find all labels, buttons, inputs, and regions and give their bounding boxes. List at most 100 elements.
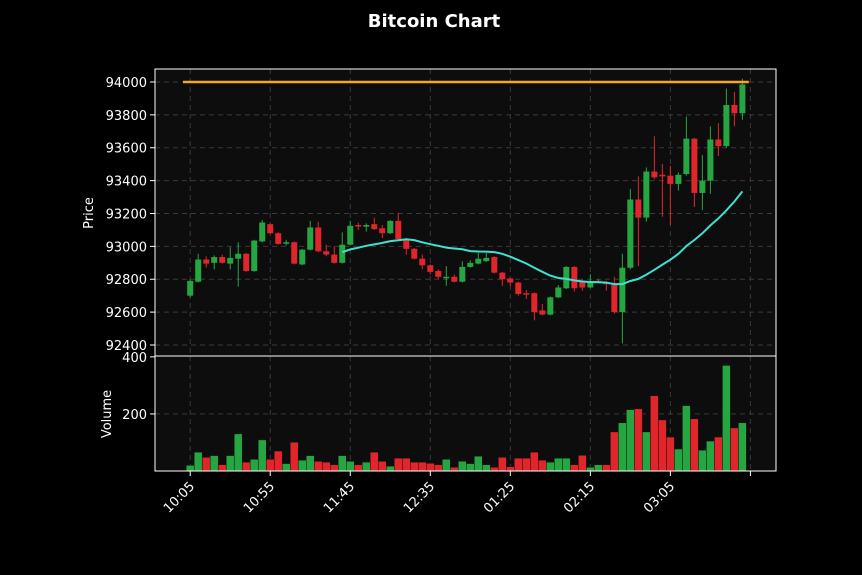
- candle-body: [275, 233, 282, 244]
- price-tick-label: 92400: [106, 339, 147, 354]
- volume-bar: [586, 467, 595, 472]
- plot-layer: 10:05 10:55 11:45 12:35 01:25 02:15 03:0592400…: [106, 68, 777, 516]
- candle-body: [411, 248, 418, 259]
- candle-body: [715, 139, 722, 147]
- price-tick-label: 93200: [106, 207, 147, 222]
- volume-bar: [273, 450, 283, 472]
- moving-average-line: [341, 190, 744, 286]
- candle-body: [523, 293, 530, 295]
- volume-bar: [666, 436, 675, 472]
- volume-bar: [249, 459, 259, 472]
- candle-body: [659, 174, 666, 177]
- price-tick-label: 93000: [106, 240, 147, 255]
- candle-body: [259, 222, 266, 242]
- price-tick-label: 93800: [106, 109, 147, 124]
- volume-bar: [297, 459, 307, 472]
- candle-body: [483, 257, 490, 262]
- volume-bar: [322, 461, 331, 472]
- volume-bar: [658, 419, 667, 472]
- volume-bar: [458, 461, 467, 472]
- volume-bar: [386, 465, 395, 472]
- price-panel-background: [155, 69, 776, 356]
- candle-body: [731, 104, 738, 114]
- candle-body: [395, 220, 402, 239]
- volume-bar: [594, 464, 603, 472]
- volume-bar: [466, 463, 475, 472]
- volume-bar: [362, 461, 371, 472]
- candle-body: [475, 258, 482, 264]
- volume-bar: [738, 422, 747, 472]
- candle-body: [435, 271, 442, 277]
- candle-body: [315, 227, 322, 252]
- candle-body: [507, 278, 514, 283]
- candle-body: [555, 287, 562, 298]
- volume-bar: [522, 457, 531, 472]
- volume-bar: [578, 455, 587, 472]
- candle-body: [379, 228, 386, 234]
- volume-bar: [602, 464, 611, 472]
- volume-bar: [554, 457, 563, 472]
- volume-bar: [306, 455, 315, 472]
- candle-body: [371, 224, 378, 230]
- price-tick-label: 92800: [106, 273, 147, 288]
- volume-bar: [682, 405, 691, 472]
- candle-body: [387, 220, 394, 234]
- volume-bar: [642, 431, 651, 472]
- price-tick-label: 93400: [106, 175, 147, 190]
- candle-body: [547, 297, 554, 315]
- candle-body: [467, 262, 474, 267]
- volume-bar: [570, 464, 579, 472]
- price-axis-label: Price: [82, 197, 97, 229]
- candle-body: [627, 199, 634, 268]
- candle-body: [651, 171, 658, 178]
- volume-bar: [626, 409, 635, 472]
- candle-body: [611, 283, 618, 313]
- candle-body: [571, 266, 578, 289]
- volume-bar: [185, 465, 195, 472]
- candle-body: [403, 238, 410, 249]
- candle-body: [579, 281, 586, 288]
- volume-bar: [217, 464, 227, 472]
- volume-bar: [546, 461, 555, 472]
- volume-tick-label: 200: [122, 408, 147, 423]
- candle-body: [643, 171, 650, 218]
- candle-body: [587, 281, 594, 288]
- volume-bar: [402, 457, 411, 472]
- candle-body: [227, 257, 234, 264]
- volume-bar: [650, 395, 659, 472]
- candle-body: [619, 267, 626, 313]
- candle-body: [187, 280, 194, 296]
- candle-body: [339, 244, 346, 263]
- volume-bar: [690, 418, 699, 472]
- candle-body: [219, 257, 226, 263]
- volume-bar: [193, 451, 203, 472]
- volume-panel-frame: [154, 355, 777, 472]
- volume-bar: [730, 427, 739, 472]
- candle-body: [707, 139, 714, 181]
- candle-body: [635, 199, 642, 218]
- volume-bar: [330, 464, 339, 472]
- volume-bar: [314, 461, 323, 472]
- candle-body: [323, 251, 330, 255]
- candle-body: [299, 249, 306, 265]
- volume-bar: [265, 459, 275, 472]
- volume-bar: [450, 467, 459, 472]
- candle-body: [331, 254, 338, 263]
- volume-bar: [209, 455, 219, 472]
- candle-body: [203, 259, 210, 264]
- volume-bar: [378, 461, 387, 472]
- candle-body: [723, 104, 730, 147]
- volume-bar: [506, 466, 515, 472]
- volume-bar: [474, 455, 483, 472]
- volume-bar: [530, 451, 539, 472]
- volume-bar: [618, 422, 627, 472]
- volume-bar: [281, 463, 291, 472]
- price-tick-label: 93600: [106, 142, 147, 157]
- candle-body: [307, 227, 314, 250]
- volume-bar: [442, 459, 451, 472]
- candle-body: [491, 257, 498, 273]
- candle-body: [195, 259, 202, 282]
- volume-bar: [634, 408, 643, 472]
- candle-body: [531, 293, 538, 313]
